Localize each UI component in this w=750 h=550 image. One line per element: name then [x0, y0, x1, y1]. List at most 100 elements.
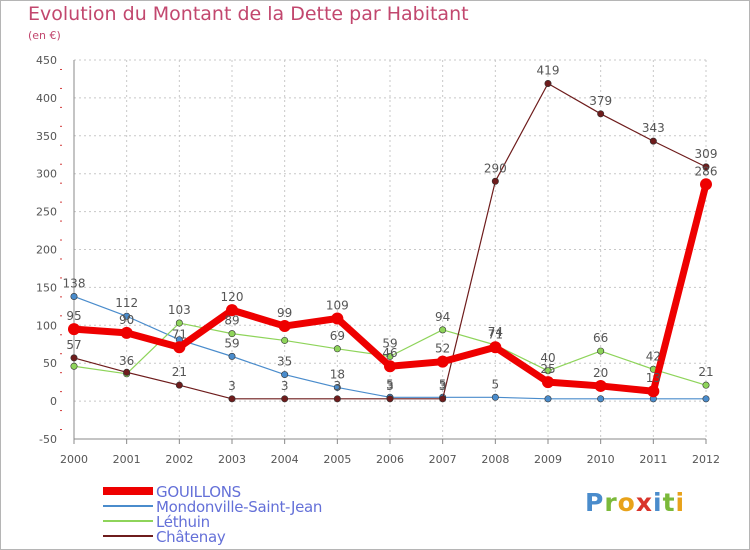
data-point [544, 79, 552, 87]
data-point [281, 371, 289, 379]
data-point [228, 395, 236, 403]
data-label: 25 [540, 362, 555, 376]
x-tick-label: 2003 [218, 453, 246, 466]
data-point [281, 336, 289, 344]
data-point [68, 323, 80, 336]
data-point [491, 393, 499, 401]
data-label: 3 [439, 379, 447, 393]
data-label: 309 [695, 147, 718, 161]
data-point [544, 395, 552, 403]
data-label: 52 [435, 342, 450, 356]
data-label: 13 [646, 371, 661, 385]
brand-letter: t [662, 488, 676, 517]
y-tick-label: 400 [36, 92, 57, 105]
data-point [281, 395, 289, 403]
chart-title: Evolution du Montant de la Dette par Hab… [28, 3, 469, 25]
data-point [173, 341, 186, 354]
data-point [175, 319, 183, 327]
data-label: 5 [492, 377, 500, 391]
data-point [333, 345, 341, 353]
data-label: 59 [382, 336, 397, 350]
data-point [491, 177, 499, 185]
data-point [386, 395, 394, 403]
data-point [544, 367, 552, 375]
data-label: 379 [589, 94, 612, 108]
y-tick-label: 300 [36, 168, 57, 181]
x-tick-label: 2009 [534, 453, 562, 466]
data-label: 5 [386, 377, 394, 391]
data-label: 3 [334, 379, 342, 393]
data-label: 3 [281, 379, 289, 393]
data-point [331, 312, 344, 325]
legend-label: Châtenay [156, 528, 226, 546]
data-label: 21 [698, 365, 713, 379]
x-tick-label: 2007 [429, 453, 457, 466]
legend-label: Léthuin [156, 513, 210, 531]
y-tick-label: 350 [36, 130, 57, 143]
data-point [70, 292, 78, 300]
data-point [123, 312, 131, 320]
data-label: 46 [382, 346, 397, 360]
x-tick-label: 2010 [587, 453, 615, 466]
data-label: 3 [228, 379, 236, 393]
y-tick-label: 150 [36, 281, 57, 294]
x-tick-label: 2001 [113, 453, 141, 466]
brand-letter: i [653, 488, 663, 517]
data-point [649, 137, 657, 145]
data-label: 5 [439, 377, 447, 391]
data-label: 90 [119, 313, 134, 327]
data-point [228, 330, 236, 338]
data-label: 94 [435, 310, 450, 324]
x-tick-label: 2005 [323, 453, 351, 466]
x-tick-label: 2011 [639, 453, 667, 466]
data-point [278, 320, 291, 333]
y-tick-label: 50 [43, 357, 57, 370]
data-label: 343 [642, 121, 665, 135]
data-label: 95 [66, 309, 81, 323]
data-point [597, 395, 605, 403]
legend-swatch [103, 505, 153, 507]
data-point [700, 178, 712, 191]
x-tick-label: 2000 [60, 453, 88, 466]
data-point [597, 347, 605, 355]
data-point [489, 341, 502, 354]
data-label: 89 [224, 314, 239, 328]
data-label: 290 [484, 161, 507, 175]
data-point [226, 304, 238, 317]
x-tick-label: 2006 [376, 453, 404, 466]
data-label: 120 [221, 290, 244, 304]
data-label: 138 [63, 276, 86, 290]
data-label: 66 [593, 331, 608, 345]
brand-letter: r [604, 488, 618, 517]
data-label: 69 [330, 329, 345, 343]
chart-subtitle: (en €) [28, 29, 61, 42]
legend-label: GOUILLONS [156, 483, 241, 501]
data-label: 74 [488, 325, 503, 339]
data-point [702, 163, 710, 171]
data-label: 18 [330, 367, 345, 381]
data-point [386, 352, 394, 360]
data-label: 36 [119, 354, 134, 368]
data-label: 40 [540, 351, 555, 365]
data-label: 112 [115, 296, 138, 310]
y-tick-label: 100 [36, 319, 57, 332]
data-label: 3 [386, 379, 394, 393]
data-point [123, 368, 131, 376]
brand-letter: o [617, 488, 636, 517]
data-label: 20 [593, 366, 608, 380]
data-point [542, 376, 554, 389]
data-point [333, 383, 341, 391]
legend-swatch [103, 535, 153, 537]
data-point [436, 355, 449, 368]
legend-label: Mondonville-Saint-Jean [156, 498, 323, 516]
brand-letter: i [675, 488, 686, 517]
x-tick-label: 2008 [481, 453, 509, 466]
data-point [70, 354, 78, 362]
brand-logo: Proxiti [585, 488, 685, 517]
x-tick-label: 2004 [271, 453, 299, 466]
data-point [175, 381, 183, 389]
brand-letter: P [585, 488, 605, 517]
data-label: 57 [66, 338, 81, 352]
